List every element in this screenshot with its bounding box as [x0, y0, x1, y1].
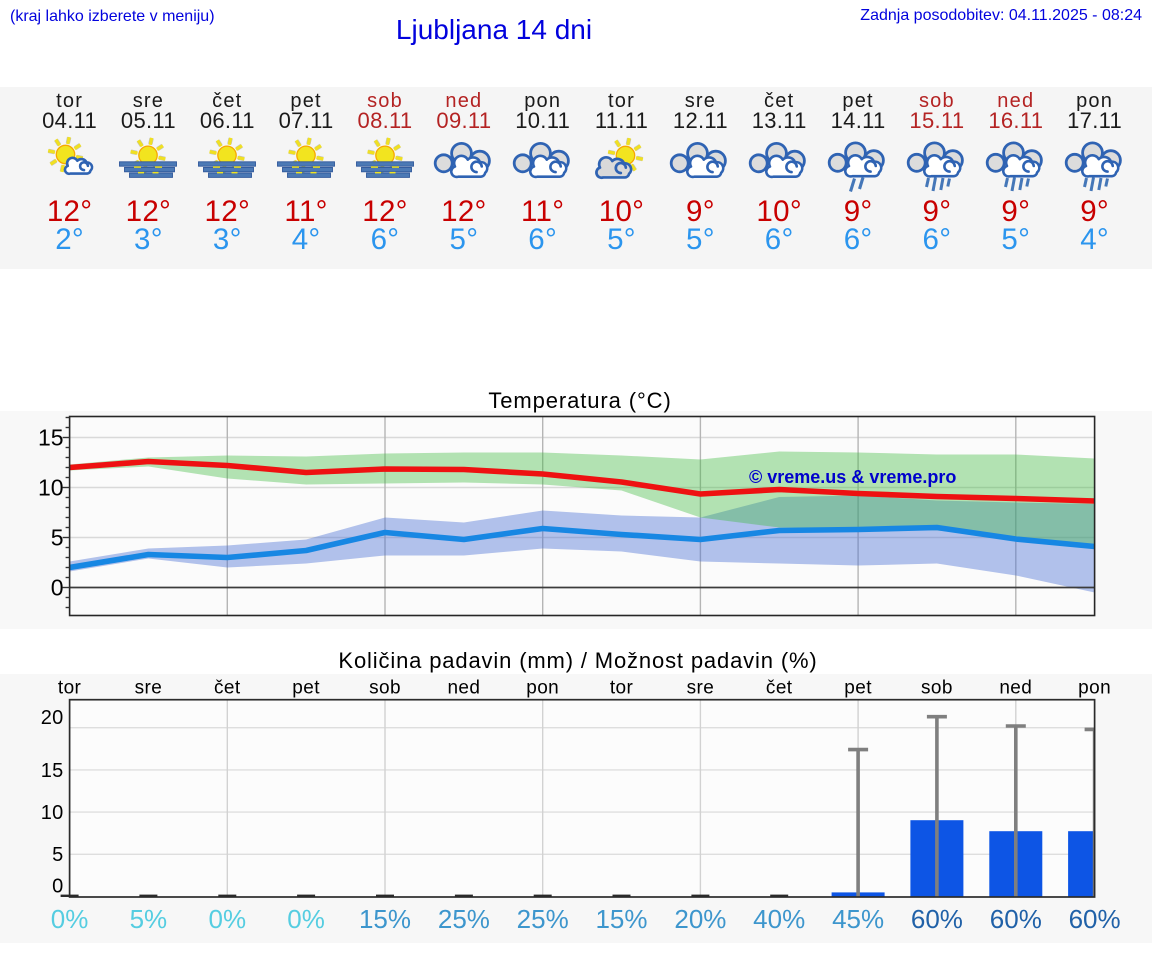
svg-text:ned: ned	[447, 678, 480, 699]
svg-text:pet: pet	[844, 678, 872, 699]
svg-text:15: 15	[38, 425, 64, 451]
svg-text:čet: čet	[214, 678, 241, 699]
svg-text:ned: ned	[999, 678, 1032, 699]
svg-text:sob: sob	[369, 678, 401, 699]
svg-text:10: 10	[38, 475, 64, 501]
svg-text:čet: čet	[766, 678, 793, 699]
svg-text:0: 0	[51, 575, 64, 601]
svg-text:sre: sre	[687, 678, 715, 699]
svg-text:5: 5	[52, 844, 63, 866]
svg-text:sob: sob	[921, 678, 953, 699]
svg-text:sre: sre	[135, 678, 163, 699]
svg-text:pon: pon	[526, 678, 559, 699]
svg-text:© vreme.us & vreme.pro: © vreme.us & vreme.pro	[749, 467, 956, 487]
svg-text:pon: pon	[1078, 678, 1111, 699]
svg-text:tor: tor	[610, 678, 634, 699]
svg-text:20: 20	[41, 707, 64, 729]
svg-text:10: 10	[41, 802, 64, 824]
svg-text:tor: tor	[58, 678, 82, 699]
svg-text:15: 15	[41, 760, 64, 782]
svg-text:0: 0	[52, 876, 63, 898]
svg-text:5: 5	[51, 525, 64, 551]
svg-text:pet: pet	[292, 678, 320, 699]
